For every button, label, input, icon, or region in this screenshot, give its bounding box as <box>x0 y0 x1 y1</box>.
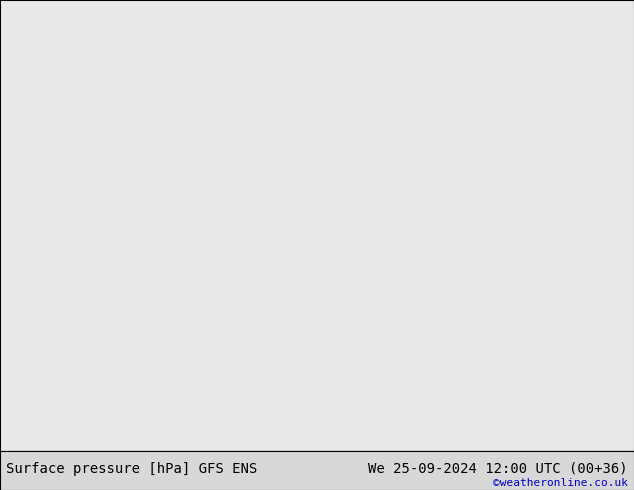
Text: Surface pressure [hPa] GFS ENS: Surface pressure [hPa] GFS ENS <box>6 462 257 476</box>
Text: We 25-09-2024 12:00 UTC (00+36): We 25-09-2024 12:00 UTC (00+36) <box>368 462 628 476</box>
Text: ©weatheronline.co.uk: ©weatheronline.co.uk <box>493 478 628 488</box>
